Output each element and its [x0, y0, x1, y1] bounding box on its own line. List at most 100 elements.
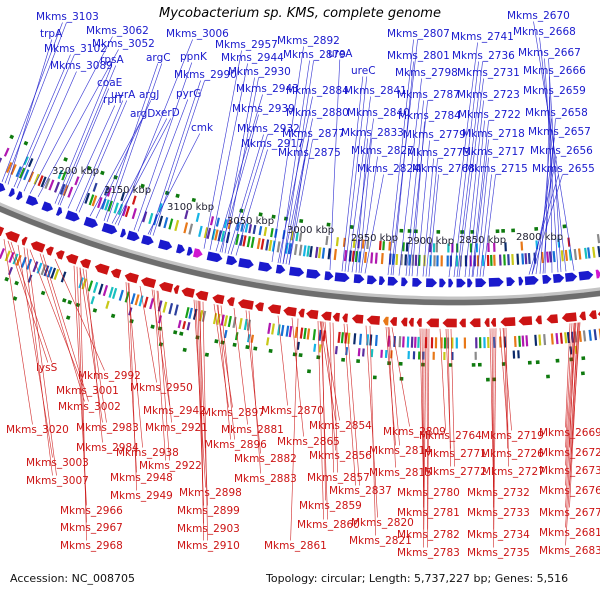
gene-arrow[interactable] — [181, 286, 195, 298]
gene-arrow[interactable] — [79, 257, 92, 269]
gene-label[interactable]: Mkms_2768 — [412, 163, 475, 175]
gene-arrow[interactable] — [456, 278, 466, 288]
gene-label[interactable]: Mkms_2723 — [457, 89, 520, 101]
gene-arrow[interactable] — [158, 281, 174, 293]
gene-label[interactable]: Mkms_2727 — [482, 466, 545, 478]
gene-label[interactable]: Mkms_2667 — [518, 47, 581, 59]
gene-label[interactable]: rpsA — [100, 54, 124, 66]
gene-label[interactable]: argC — [146, 52, 171, 64]
gene-arrow[interactable] — [124, 271, 139, 284]
gene-label[interactable]: Mkms_2731 — [457, 67, 520, 79]
gene-label[interactable]: Mkms_3002 — [58, 401, 121, 413]
gene-label[interactable]: Mkms_2892 — [277, 35, 340, 47]
gene-label[interactable]: Mkms_2910 — [177, 540, 240, 552]
gene-label[interactable]: Mkms_2801 — [387, 50, 450, 62]
gene-label[interactable]: Mkms_2854 — [309, 420, 372, 432]
gene-arrow[interactable] — [400, 317, 408, 327]
gene-label[interactable]: Mkms_2840 — [347, 107, 410, 119]
gene-arrow[interactable] — [500, 317, 516, 327]
gene-arrow[interactable] — [192, 248, 204, 258]
gene-arrow[interactable] — [8, 187, 16, 198]
gene-arrow[interactable] — [334, 272, 350, 282]
gene-label[interactable]: Mkms_2882 — [234, 453, 297, 465]
gene-label[interactable]: Mkms_2880 — [286, 107, 349, 119]
gene-label[interactable]: Mkms_2883 — [234, 473, 297, 485]
gene-label[interactable]: Mkms_2683 — [539, 545, 600, 557]
gene-arrow[interactable] — [366, 315, 380, 325]
gene-label[interactable]: coaE — [97, 77, 122, 89]
gene-label[interactable]: Mkms_2939 — [232, 103, 295, 115]
gene-label[interactable]: Mkms_2957 — [215, 39, 278, 51]
gene-label[interactable]: Mkms_2944 — [221, 52, 284, 64]
gene-arrow[interactable] — [226, 255, 238, 266]
gene-arrow[interactable] — [41, 201, 54, 213]
gene-arrow[interactable] — [389, 317, 398, 326]
gene-label[interactable]: Mkms_2673 — [539, 465, 600, 477]
gene-arrow[interactable] — [237, 298, 254, 310]
gene-label[interactable]: Mkms_2771 — [424, 448, 487, 460]
gene-label[interactable]: Mkms_2666 — [523, 65, 586, 77]
gene-arrow[interactable] — [439, 278, 446, 288]
gene-label[interactable]: argJ — [139, 89, 159, 101]
gene-arrow[interactable] — [25, 195, 40, 207]
gene-label[interactable]: Mkms_2773 — [407, 147, 470, 159]
gene-label[interactable]: Mkms_2736 — [452, 50, 515, 62]
gene-label[interactable]: Mkms_2655 — [532, 163, 595, 175]
gene-label[interactable]: Mkms_2903 — [177, 523, 240, 535]
gene-label[interactable]: Mkms_2967 — [60, 522, 123, 534]
gene-label[interactable]: Mkms_2870 — [261, 405, 324, 417]
gene-arrow[interactable] — [0, 181, 7, 194]
gene-label[interactable]: Mkms_2877 — [282, 128, 345, 140]
gene-label[interactable]: Mkms_2772 — [424, 466, 487, 478]
gene-label[interactable]: Mkms_2897 — [202, 407, 265, 419]
gene-arrow[interactable] — [55, 206, 64, 217]
gene-arrow[interactable] — [442, 318, 457, 328]
gene-label[interactable]: Mkms_2841 — [344, 85, 407, 97]
gene-arrow[interactable] — [564, 272, 578, 282]
gene-arrow[interactable] — [524, 275, 539, 286]
gene-label[interactable]: Mkms_2677 — [539, 507, 600, 519]
gene-arrow[interactable] — [595, 269, 600, 279]
gene-arrow[interactable] — [140, 276, 157, 289]
gene-label[interactable]: Mkms_2670 — [507, 10, 570, 22]
gene-label[interactable]: Mkms_2938 — [116, 447, 179, 459]
gene-arrow[interactable] — [518, 316, 533, 326]
gene-arrow[interactable] — [173, 285, 180, 295]
gene-arrow[interactable] — [20, 236, 28, 246]
gene-label[interactable]: Mkms_3052 — [92, 38, 155, 50]
gene-label[interactable]: Mkms_2658 — [525, 107, 588, 119]
gene-label[interactable]: Mkms_2734 — [467, 529, 530, 541]
gene-arrow[interactable] — [366, 275, 377, 285]
gene-arrow[interactable] — [306, 268, 321, 279]
gene-arrow[interactable] — [206, 251, 224, 263]
gene-label[interactable]: Mkms_3006 — [166, 28, 229, 40]
gene-arrow[interactable] — [401, 277, 408, 287]
gene-label[interactable]: Mkms_2798 — [395, 67, 458, 79]
gene-label[interactable]: Mkms_2715 — [465, 163, 528, 175]
gene-arrow[interactable] — [561, 312, 577, 322]
gene-arrow[interactable] — [15, 191, 24, 201]
gene-arrow[interactable] — [426, 278, 438, 288]
gene-label[interactable]: Mkms_2717 — [462, 146, 525, 158]
gene-label[interactable]: Mkms_2884 — [286, 85, 349, 97]
gene-label[interactable]: Mkms_2781 — [397, 507, 460, 519]
gene-label[interactable]: Mkms_2990 — [174, 69, 237, 81]
gene-arrow[interactable] — [488, 277, 504, 287]
gene-label[interactable]: Mkms_2764 — [419, 430, 482, 442]
gene-arrow[interactable] — [353, 274, 365, 284]
gene-label[interactable]: Mkms_2950 — [130, 382, 193, 394]
gene-label[interactable]: Mkms_2942 — [143, 405, 206, 417]
gene-arrow[interactable] — [283, 306, 297, 317]
gene-arrow[interactable] — [94, 262, 110, 275]
gene-arrow[interactable] — [54, 249, 65, 260]
gene-label[interactable]: Mkms_2966 — [60, 505, 123, 517]
gene-label[interactable]: Mkms_2659 — [523, 85, 586, 97]
gene-label[interactable]: Mkms_2896 — [204, 439, 267, 451]
gene-arrow[interactable] — [448, 278, 454, 288]
gene-label[interactable]: Mkms_2814 — [369, 445, 432, 457]
gene-label[interactable]: Mkms_2983 — [76, 422, 139, 434]
gene-label[interactable]: Mkms_2787 — [397, 89, 460, 101]
gene-label[interactable]: Mkms_2821 — [349, 535, 412, 547]
gene-label[interactable]: trpA — [40, 28, 63, 40]
gene-arrow[interactable] — [29, 240, 46, 253]
